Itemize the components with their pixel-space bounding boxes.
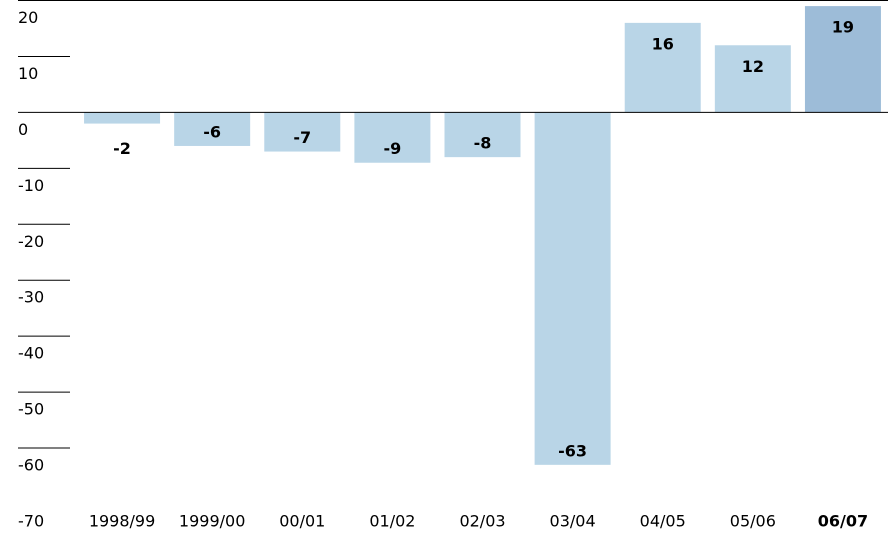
y-tick-label: 0 bbox=[18, 120, 28, 139]
x-tick-label: 1998/99 bbox=[89, 512, 155, 531]
y-tick-label: -20 bbox=[18, 232, 44, 251]
x-tick-label: 03/04 bbox=[550, 512, 596, 531]
y-tick-label: -10 bbox=[18, 176, 44, 195]
value-label: -6 bbox=[203, 122, 221, 141]
bar bbox=[264, 112, 341, 152]
x-tick-label: 00/01 bbox=[279, 512, 325, 531]
y-tick-label: 20 bbox=[18, 8, 38, 27]
y-tick-label: -50 bbox=[18, 400, 44, 419]
x-tick-label: 05/06 bbox=[730, 512, 776, 531]
bar bbox=[444, 112, 521, 158]
x-tick-label: 06/07 bbox=[818, 512, 868, 531]
x-tick-label: 01/02 bbox=[369, 512, 415, 531]
bar bbox=[534, 112, 611, 465]
y-tick-label: -70 bbox=[18, 512, 44, 531]
y-tick-label: -40 bbox=[18, 344, 44, 363]
value-label: 19 bbox=[832, 18, 854, 37]
value-label: -63 bbox=[558, 441, 587, 460]
value-label: -7 bbox=[293, 128, 311, 147]
x-tick-label: 04/05 bbox=[640, 512, 686, 531]
y-tick-label: 10 bbox=[18, 64, 38, 83]
x-tick-label: 1999/00 bbox=[179, 512, 245, 531]
value-label: -2 bbox=[113, 139, 131, 158]
bar bbox=[804, 6, 881, 113]
bar bbox=[354, 112, 431, 163]
bar bbox=[624, 22, 701, 113]
y-tick-label: -60 bbox=[18, 456, 44, 475]
value-label: -9 bbox=[383, 139, 401, 158]
value-label: 16 bbox=[652, 34, 674, 53]
value-label: -8 bbox=[474, 134, 492, 153]
y-tick-label: -30 bbox=[18, 288, 44, 307]
value-label: 12 bbox=[742, 57, 764, 76]
bar bbox=[174, 112, 251, 146]
bar bbox=[714, 45, 791, 113]
bar bbox=[84, 112, 161, 124]
x-tick-label: 02/03 bbox=[459, 512, 505, 531]
